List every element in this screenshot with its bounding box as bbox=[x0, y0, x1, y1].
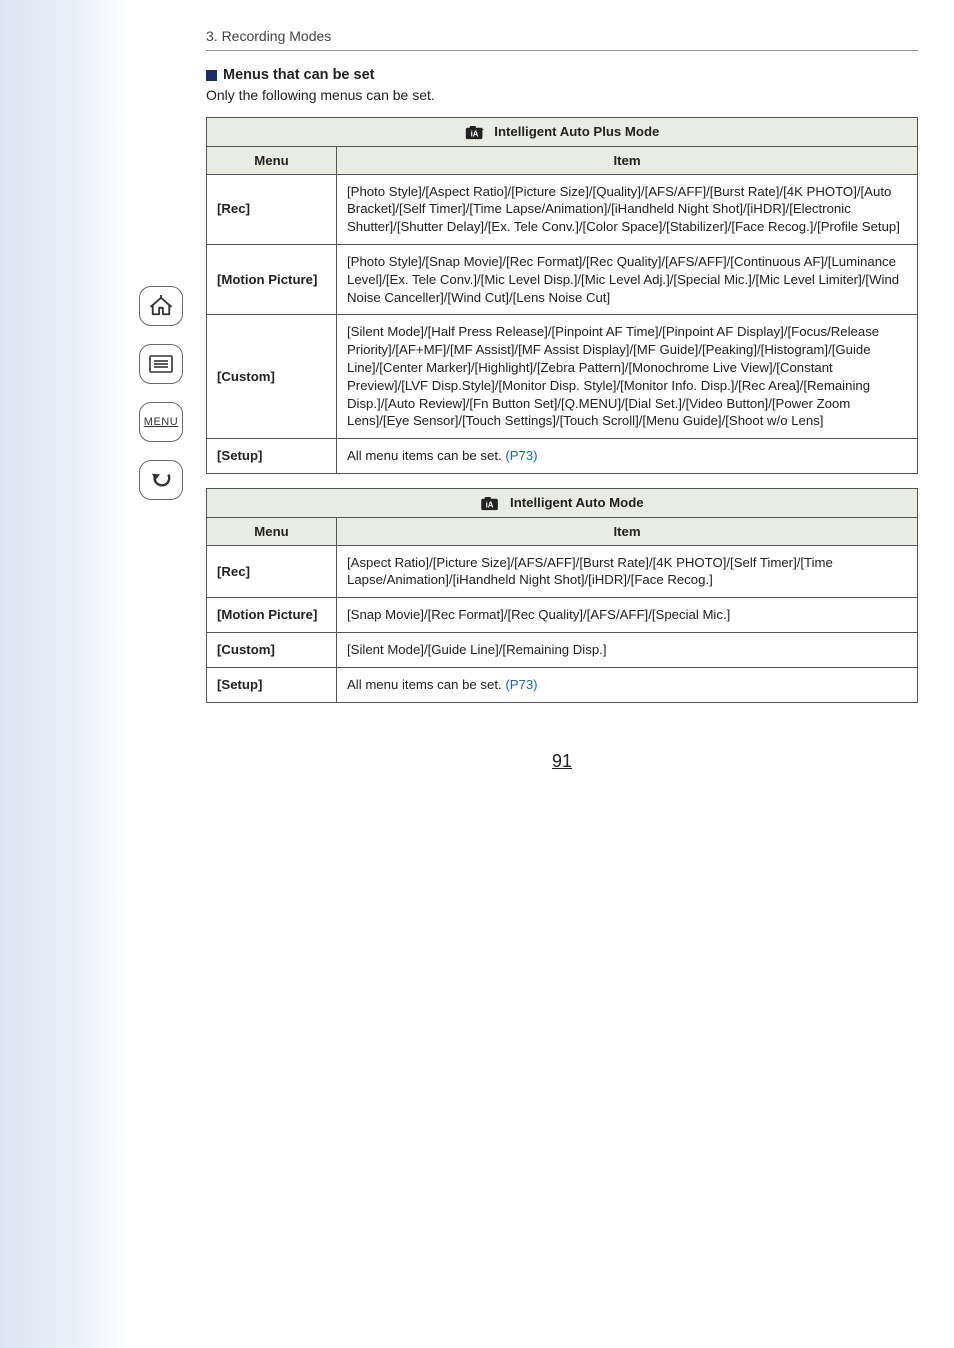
item-cell: [Snap Movie]/[Rec Format]/[Rec Quality]/… bbox=[337, 598, 918, 633]
table-row: [Custom] [Silent Mode]/[Guide Line]/[Rem… bbox=[207, 633, 918, 668]
mode-title-auto: Intelligent Auto Mode bbox=[510, 495, 644, 510]
item-cell: [Silent Mode]/[Half Press Release]/[Pinp… bbox=[337, 315, 918, 439]
menu-cell: [Rec] bbox=[207, 545, 337, 598]
table-row: [Rec] [Aspect Ratio]/[Picture Size]/[AFS… bbox=[207, 545, 918, 598]
menu-cell: [Custom] bbox=[207, 315, 337, 439]
table-row: [Motion Picture] [Snap Movie]/[Rec Forma… bbox=[207, 598, 918, 633]
section-heading: Menus that can be set bbox=[206, 67, 918, 83]
table-row: [Setup] All menu items can be set. (P73) bbox=[207, 667, 918, 702]
page-left-gutter bbox=[0, 0, 130, 1348]
menu-cell: [Setup] bbox=[207, 667, 337, 702]
page-link[interactable]: (P73) bbox=[505, 677, 537, 692]
item-prefix: All menu items can be set. bbox=[347, 448, 505, 463]
page-content: 3. Recording Modes Menus that can be set… bbox=[192, 0, 954, 1348]
item-cell: [Aspect Ratio]/[Picture Size]/[AFS/AFF]/… bbox=[337, 545, 918, 598]
nav-menu-button[interactable]: MENU bbox=[139, 402, 183, 442]
nav-back-button[interactable] bbox=[139, 460, 183, 500]
item-prefix: All menu items can be set. bbox=[347, 677, 505, 692]
menu-cell: [Rec] bbox=[207, 174, 337, 244]
menu-cell: [Setup] bbox=[207, 439, 337, 474]
svg-text:iA: iA bbox=[470, 129, 478, 138]
table-row: [Rec] [Photo Style]/[Aspect Ratio]/[Pict… bbox=[207, 174, 918, 244]
toc-icon bbox=[149, 353, 173, 375]
section-subtext: Only the following menus can be set. bbox=[206, 87, 918, 103]
back-arrow-icon bbox=[149, 469, 173, 491]
svg-text:iA: iA bbox=[486, 500, 494, 509]
menu-cell: [Motion Picture] bbox=[207, 598, 337, 633]
mode-header-plus: iA+ Intelligent Auto Plus Mode bbox=[207, 118, 918, 147]
mode-plus-icon: iA+ bbox=[465, 126, 485, 140]
col-header-item: Item bbox=[337, 146, 918, 174]
nav-home-button[interactable] bbox=[139, 286, 183, 326]
table-row: [Setup] All menu items can be set. (P73) bbox=[207, 439, 918, 474]
side-nav: MENU bbox=[130, 0, 192, 1348]
section-title-text: Menus that can be set bbox=[223, 67, 374, 83]
breadcrumb: 3. Recording Modes bbox=[206, 0, 918, 51]
table-row: [Custom] [Silent Mode]/[Half Press Relea… bbox=[207, 315, 918, 439]
table-auto: iA Intelligent Auto Mode Menu Item [Rec]… bbox=[206, 488, 918, 703]
section-bullet-icon bbox=[206, 70, 217, 81]
menu-cell: [Custom] bbox=[207, 633, 337, 668]
item-cell: [Silent Mode]/[Guide Line]/[Remaining Di… bbox=[337, 633, 918, 668]
svg-text:+: + bbox=[480, 126, 484, 133]
col-header-menu: Menu bbox=[207, 517, 337, 545]
item-cell: All menu items can be set. (P73) bbox=[337, 667, 918, 702]
item-cell: [Photo Style]/[Snap Movie]/[Rec Format]/… bbox=[337, 244, 918, 314]
mode-header-auto: iA Intelligent Auto Mode bbox=[207, 489, 918, 518]
item-cell: [Photo Style]/[Aspect Ratio]/[Picture Si… bbox=[337, 174, 918, 244]
page-link[interactable]: (P73) bbox=[505, 448, 537, 463]
table-auto-plus: iA+ Intelligent Auto Plus Mode Menu Item… bbox=[206, 117, 918, 474]
col-header-menu: Menu bbox=[207, 146, 337, 174]
menu-cell: [Motion Picture] bbox=[207, 244, 337, 314]
col-header-item: Item bbox=[337, 517, 918, 545]
nav-toc-button[interactable] bbox=[139, 344, 183, 384]
table-row: [Motion Picture] [Photo Style]/[Snap Mov… bbox=[207, 244, 918, 314]
page-number[interactable]: 91 bbox=[206, 751, 918, 772]
mode-title-plus: Intelligent Auto Plus Mode bbox=[494, 124, 659, 139]
item-cell: All menu items can be set. (P73) bbox=[337, 439, 918, 474]
home-icon bbox=[149, 295, 173, 317]
mode-auto-icon: iA bbox=[480, 497, 500, 511]
